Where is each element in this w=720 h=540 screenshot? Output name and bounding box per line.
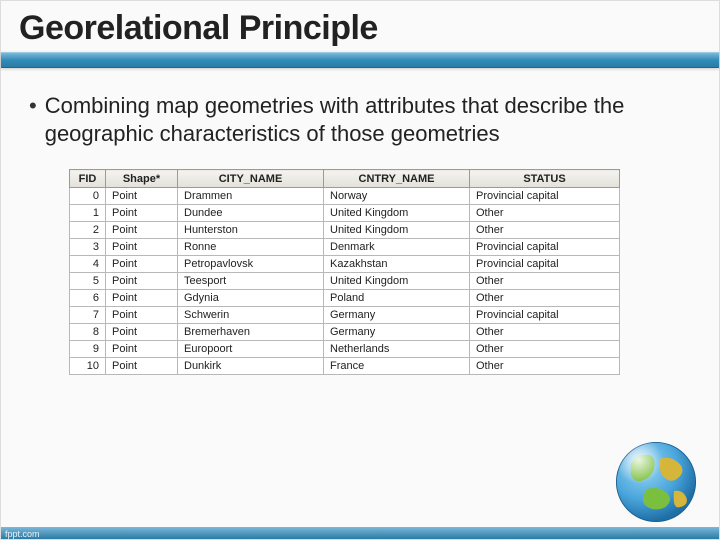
cell-fid: 7 — [70, 307, 106, 324]
col-header-cntry: CNTRY_NAME — [324, 170, 470, 188]
cell-city: Hunterston — [178, 222, 324, 239]
cell-shape: Point — [106, 341, 178, 358]
cell-city: Ronne — [178, 239, 324, 256]
cell-shape: Point — [106, 307, 178, 324]
table-body: 0PointDrammenNorwayProvincial capital 1P… — [70, 188, 620, 375]
cell-cntry: Germany — [324, 307, 470, 324]
cell-cntry: United Kingdom — [324, 273, 470, 290]
cell-cntry: Kazakhstan — [324, 256, 470, 273]
col-header-shape: Shape* — [106, 170, 178, 188]
cell-status: Provincial capital — [470, 307, 620, 324]
cell-shape: Point — [106, 188, 178, 205]
cell-shape: Point — [106, 324, 178, 341]
table-row: 10PointDunkirkFranceOther — [70, 358, 620, 375]
attribute-table-wrap: FID Shape* CITY_NAME CNTRY_NAME STATUS 0… — [69, 169, 629, 375]
table-row: 3PointRonneDenmarkProvincial capital — [70, 239, 620, 256]
cell-cntry: United Kingdom — [324, 205, 470, 222]
col-header-status: STATUS — [470, 170, 620, 188]
slide-title: Georelational Principle — [19, 9, 701, 48]
cell-status: Other — [470, 358, 620, 375]
cell-status: Other — [470, 273, 620, 290]
cell-status: Other — [470, 290, 620, 307]
col-header-city: CITY_NAME — [178, 170, 324, 188]
cell-shape: Point — [106, 239, 178, 256]
cell-shape: Point — [106, 273, 178, 290]
cell-status: Provincial capital — [470, 188, 620, 205]
cell-cntry: Netherlands — [324, 341, 470, 358]
bullet-area: • Combining map geometries with attribut… — [1, 68, 719, 159]
cell-cntry: France — [324, 358, 470, 375]
table-row: 1PointDundeeUnited KingdomOther — [70, 205, 620, 222]
cell-status: Other — [470, 205, 620, 222]
cell-city: Drammen — [178, 188, 324, 205]
cell-city: Petropavlovsk — [178, 256, 324, 273]
cell-fid: 4 — [70, 256, 106, 273]
cell-cntry: United Kingdom — [324, 222, 470, 239]
table-row: 4PointPetropavlovskKazakhstanProvincial … — [70, 256, 620, 273]
cell-city: Dunkirk — [178, 358, 324, 375]
cell-shape: Point — [106, 222, 178, 239]
cell-cntry: Norway — [324, 188, 470, 205]
title-divider-bar — [1, 52, 719, 68]
cell-city: Dundee — [178, 205, 324, 222]
footer-bar — [1, 527, 719, 539]
cell-fid: 8 — [70, 324, 106, 341]
table-header-row: FID Shape* CITY_NAME CNTRY_NAME STATUS — [70, 170, 620, 188]
cell-cntry: Poland — [324, 290, 470, 307]
cell-fid: 6 — [70, 290, 106, 307]
cell-cntry: Denmark — [324, 239, 470, 256]
cell-fid: 1 — [70, 205, 106, 222]
cell-city: Gdynia — [178, 290, 324, 307]
table-row: 0PointDrammenNorwayProvincial capital — [70, 188, 620, 205]
col-header-fid: FID — [70, 170, 106, 188]
footer-label: fppt.com — [5, 529, 40, 539]
bullet-row: • Combining map geometries with attribut… — [29, 92, 691, 147]
cell-status: Provincial capital — [470, 239, 620, 256]
cell-status: Provincial capital — [470, 256, 620, 273]
cell-fid: 3 — [70, 239, 106, 256]
cell-fid: 5 — [70, 273, 106, 290]
cell-fid: 10 — [70, 358, 106, 375]
cell-shape: Point — [106, 256, 178, 273]
globe-icon — [611, 437, 701, 527]
table-row: 6PointGdyniaPolandOther — [70, 290, 620, 307]
bullet-marker: • — [29, 92, 37, 120]
cell-city: Bremerhaven — [178, 324, 324, 341]
cell-status: Other — [470, 222, 620, 239]
cell-fid: 0 — [70, 188, 106, 205]
cell-fid: 2 — [70, 222, 106, 239]
table-row: 9PointEuropoortNetherlandsOther — [70, 341, 620, 358]
cell-city: Teesport — [178, 273, 324, 290]
cell-shape: Point — [106, 290, 178, 307]
table-row: 7PointSchwerinGermanyProvincial capital — [70, 307, 620, 324]
cell-fid: 9 — [70, 341, 106, 358]
cell-shape: Point — [106, 205, 178, 222]
cell-city: Europoort — [178, 341, 324, 358]
cell-status: Other — [470, 324, 620, 341]
table-row: 5PointTeesportUnited KingdomOther — [70, 273, 620, 290]
title-area: Georelational Principle — [1, 1, 719, 52]
cell-shape: Point — [106, 358, 178, 375]
bullet-text: Combining map geometries with attributes… — [45, 92, 691, 147]
cell-cntry: Germany — [324, 324, 470, 341]
cell-status: Other — [470, 341, 620, 358]
cell-city: Schwerin — [178, 307, 324, 324]
table-row: 8PointBremerhavenGermanyOther — [70, 324, 620, 341]
attribute-table: FID Shape* CITY_NAME CNTRY_NAME STATUS 0… — [69, 169, 620, 375]
table-row: 2PointHunterstonUnited KingdomOther — [70, 222, 620, 239]
